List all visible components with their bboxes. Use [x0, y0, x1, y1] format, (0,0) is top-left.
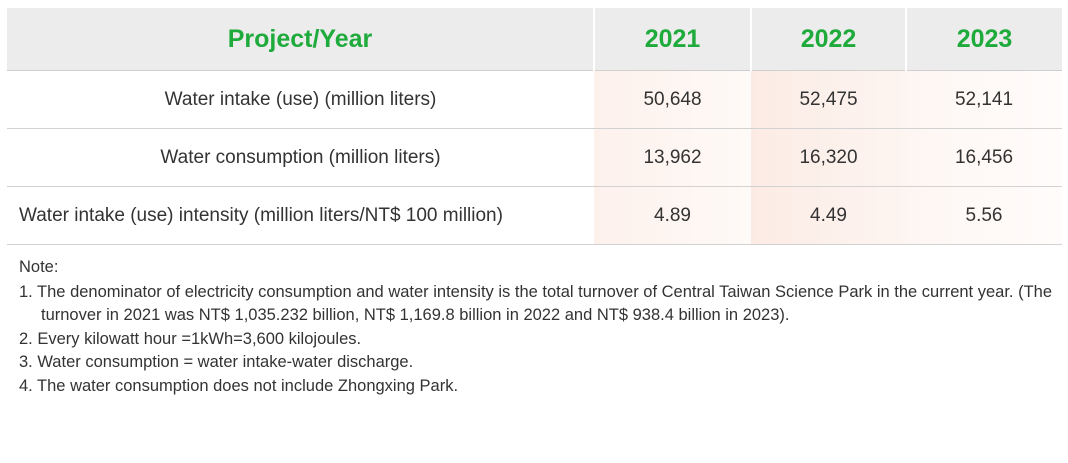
table-row: Water consumption (million liters) 13,96… [7, 128, 1062, 187]
water-data-table: Project/Year 2021 2022 2023 Water intake… [7, 8, 1062, 245]
cell-water-intensity-2021: 4.89 [594, 186, 751, 245]
note-item-1: 1. The denominator of electricity consum… [19, 282, 1052, 325]
cell-water-consumption-2021: 13,962 [594, 128, 751, 187]
note-item-3: 3. Water consumption = water intake-wate… [19, 353, 414, 371]
cell-water-intake-2023: 52,141 [906, 70, 1062, 129]
header-project-year: Project/Year [7, 8, 594, 71]
cell-water-intake-2021: 50,648 [594, 70, 751, 129]
cell-water-consumption-2023: 16,456 [906, 128, 1062, 187]
table-row: Water intake (use) intensity (million li… [7, 186, 1062, 245]
table-row: Water intake (use) (million liters) 50,6… [7, 70, 1062, 129]
table-header-row: Project/Year 2021 2022 2023 [7, 8, 1062, 71]
cell-water-intake-2022: 52,475 [751, 70, 906, 129]
row-label-water-intake: Water intake (use) (million liters) [7, 70, 594, 129]
header-year-2023: 2023 [905, 8, 1062, 71]
cell-water-consumption-2022: 16,320 [751, 128, 906, 187]
row-label-water-consumption: Water consumption (million liters) [7, 128, 594, 187]
notes-title: Note: [19, 258, 59, 276]
note-item-2: 2. Every kilowatt hour =1kWh=3,600 kiloj… [19, 329, 362, 348]
cell-water-intensity-2023: 5.56 [906, 186, 1062, 245]
cell-water-intensity-2022: 4.49 [751, 186, 906, 245]
water-data-table-container: Project/Year 2021 2022 2023 Water intake… [7, 8, 1062, 245]
row-label-water-intensity: Water intake (use) intensity (million li… [7, 186, 594, 245]
header-year-2021: 2021 [593, 8, 751, 71]
notes-section: Note: 1. The denominator of electricity … [19, 256, 1059, 398]
header-year-2022: 2022 [750, 8, 906, 71]
note-item-4: 4. The water consumption does not includ… [19, 376, 459, 395]
